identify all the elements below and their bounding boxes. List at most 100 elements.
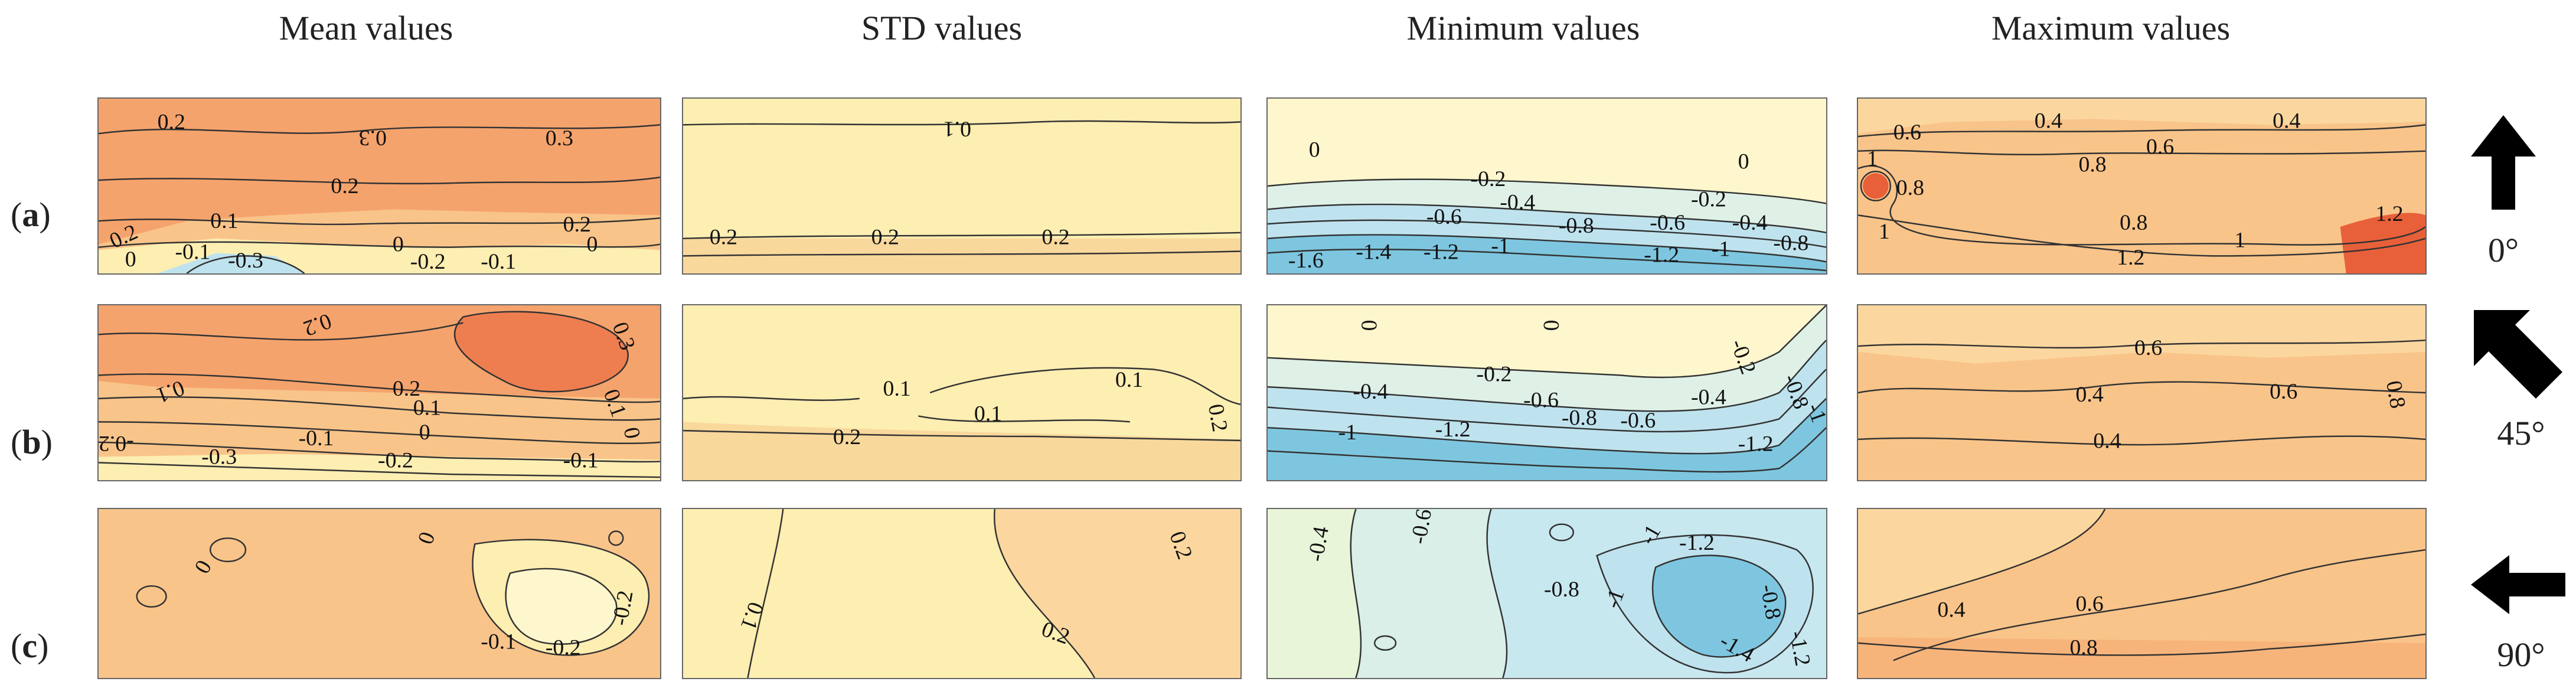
contour-label: -1 xyxy=(1491,234,1510,259)
arrow-left-icon xyxy=(2471,555,2565,614)
contour-label: 0 xyxy=(587,232,598,257)
contour-label: 0.1 xyxy=(1115,367,1143,392)
panel-c-min: -0.4 -0.6 -0.8 -1 -1.2 -1 -0.8 -1.4 -1.2 xyxy=(1266,508,1827,679)
contour-label: -1 xyxy=(1338,420,1357,445)
panel-c-std: 0.1 0.2 0.2 xyxy=(682,508,1242,679)
contour-label: 0.8 xyxy=(2070,635,2098,660)
contour-label: 0.4 xyxy=(2093,429,2121,454)
contour-label: -0.6 xyxy=(1650,210,1685,235)
row-label-c: (c) xyxy=(11,627,49,665)
contour-label: 0.6 xyxy=(2146,135,2174,159)
angle-label-0: 0° xyxy=(2487,231,2519,269)
contour-label: -0.4 xyxy=(1500,190,1535,215)
contour-label: -0.2 xyxy=(608,589,638,628)
contour-label: 0.2 xyxy=(563,212,591,237)
contour-label: 0.8 xyxy=(2120,210,2147,235)
contour-label: -0.6 xyxy=(1620,408,1656,433)
contour-label: 0.1 xyxy=(413,396,441,420)
contour-label: 0 xyxy=(1539,320,1563,331)
contour-label: 0.2 xyxy=(331,174,358,198)
contour-label: 0.2 xyxy=(393,376,420,401)
column-header-max: Maximum values xyxy=(1991,9,2231,47)
contour-label: 0.4 xyxy=(2075,382,2103,407)
contour-label: 0.6 xyxy=(2134,335,2162,360)
contour-label: -0.6 xyxy=(1523,388,1559,413)
column-header-min: Minimum values xyxy=(1406,9,1640,47)
contour-label: 0 xyxy=(1309,138,1320,162)
contour-label: -0.4 xyxy=(1303,524,1334,563)
contour-label: -0.8 xyxy=(1755,582,1786,621)
contour-label: 1 xyxy=(2234,228,2245,253)
contour-label: -0.1 xyxy=(563,448,599,472)
contour-label: 0.2 xyxy=(710,225,737,250)
contour-label: -1.2 xyxy=(1644,242,1679,267)
contour-label: -0.8 xyxy=(1544,577,1579,602)
contour-label: 0.1 xyxy=(883,376,911,401)
panel-b-max: 0.6 0.4 0.6 0.4 0.8 xyxy=(1857,304,2427,481)
contour-label: -0.3 xyxy=(228,248,263,273)
contour-label: 0.6 xyxy=(2075,592,2103,617)
panel-a-max: 0.6 0.4 0.4 0.6 0.8 1 0.8 1 0.8 1 1.2 1.… xyxy=(1857,97,2427,275)
contour-label: 0.1 xyxy=(210,208,238,233)
contour-label: 0.2 xyxy=(833,425,861,449)
contour-label: 0 xyxy=(393,232,404,257)
contour-label: -0.2 xyxy=(410,249,446,273)
contour-label: 0.4 xyxy=(2273,108,2300,133)
contour-label: 0.2 xyxy=(1203,402,1233,433)
contour-label: 0 xyxy=(1356,320,1381,331)
contour-label: 1 xyxy=(1879,219,1890,244)
row-label-b: (b) xyxy=(11,423,53,461)
contour-label: 1.2 xyxy=(2375,201,2403,226)
contour-label: -1.2 xyxy=(1435,417,1471,442)
contour-label: 0 xyxy=(419,420,430,445)
angle-label-45: 45° xyxy=(2497,414,2545,452)
contour-label: 0.1 xyxy=(943,117,971,142)
contour-label: -0.1 xyxy=(175,239,210,264)
contour-label: -0.1 xyxy=(299,426,334,451)
contour-label: -0.2 xyxy=(99,431,134,456)
column-header-mean: Mean values xyxy=(279,9,453,47)
contour-label: 0.8 xyxy=(1896,175,1924,200)
angle-label-90: 90° xyxy=(2497,635,2545,674)
contour-label: -0.1 xyxy=(481,249,516,273)
contour-label: 0.2 xyxy=(871,225,899,250)
contour-label: -1.4 xyxy=(1356,239,1391,264)
contour-label: -1.6 xyxy=(1288,248,1324,273)
contour-label: -1.2 xyxy=(1785,629,1816,668)
column-header-std: STD values xyxy=(861,9,1023,47)
contour-label: 0.8 xyxy=(2381,379,2411,410)
contour-label: -0.8 xyxy=(1773,231,1808,256)
contour-label: 0.3 xyxy=(359,125,387,150)
contour-label: -1.2 xyxy=(1738,432,1774,457)
contour-label: 1 xyxy=(1867,146,1878,171)
contour-label: -1.2 xyxy=(1424,239,1459,264)
contour-label: 0.6 xyxy=(2270,379,2297,404)
row-label-a: (a) xyxy=(11,195,51,234)
contour-label: -0.1 xyxy=(481,630,516,654)
contour-label: 0.4 xyxy=(1937,598,1965,622)
arrow-up-icon xyxy=(2471,115,2536,210)
contour-label: -0.6 xyxy=(1426,204,1462,229)
contour-label: -0.8 xyxy=(1562,405,1597,430)
panel-a-min: 0 0 -0.2 -0.2 -0.4 -0.6 -0.6 -0.4 -0.8 -… xyxy=(1266,97,1827,275)
contour-label: -0.4 xyxy=(1691,385,1726,410)
contour-label: -1 xyxy=(1712,237,1731,262)
contour-label: -0.6 xyxy=(1406,509,1436,546)
contour-label: 0.1 xyxy=(974,402,1002,426)
contour-label: -0.4 xyxy=(1353,379,1388,404)
contour-label: 0 xyxy=(125,247,136,272)
panel-c-max: 0.4 0.6 0.8 xyxy=(1857,508,2427,679)
arrow-up-left-icon xyxy=(2474,310,2562,399)
contour-label: 0.2 xyxy=(1041,225,1069,250)
panel-b-std: 0.1 0.1 0.1 0.2 0.2 xyxy=(682,304,1242,481)
contour-label: -0.2 xyxy=(1477,361,1512,386)
contour-label: -0.2 xyxy=(378,448,413,472)
panel-b-min: 0 0 -0.2 -0.2 -0.4 -0.6 -0.4 -0.8 -0.6 -… xyxy=(1266,304,1827,481)
contour-label: 1.2 xyxy=(2117,245,2144,270)
contour-label: -0.2 xyxy=(1471,167,1506,191)
contour-label: -0.4 xyxy=(1732,210,1768,235)
contour-label: 0.6 xyxy=(1893,120,1921,145)
contour-label: 0.3 xyxy=(546,126,573,151)
contour-label: 0.2 xyxy=(158,109,185,134)
contour-label: -0.2 xyxy=(1691,187,1726,212)
